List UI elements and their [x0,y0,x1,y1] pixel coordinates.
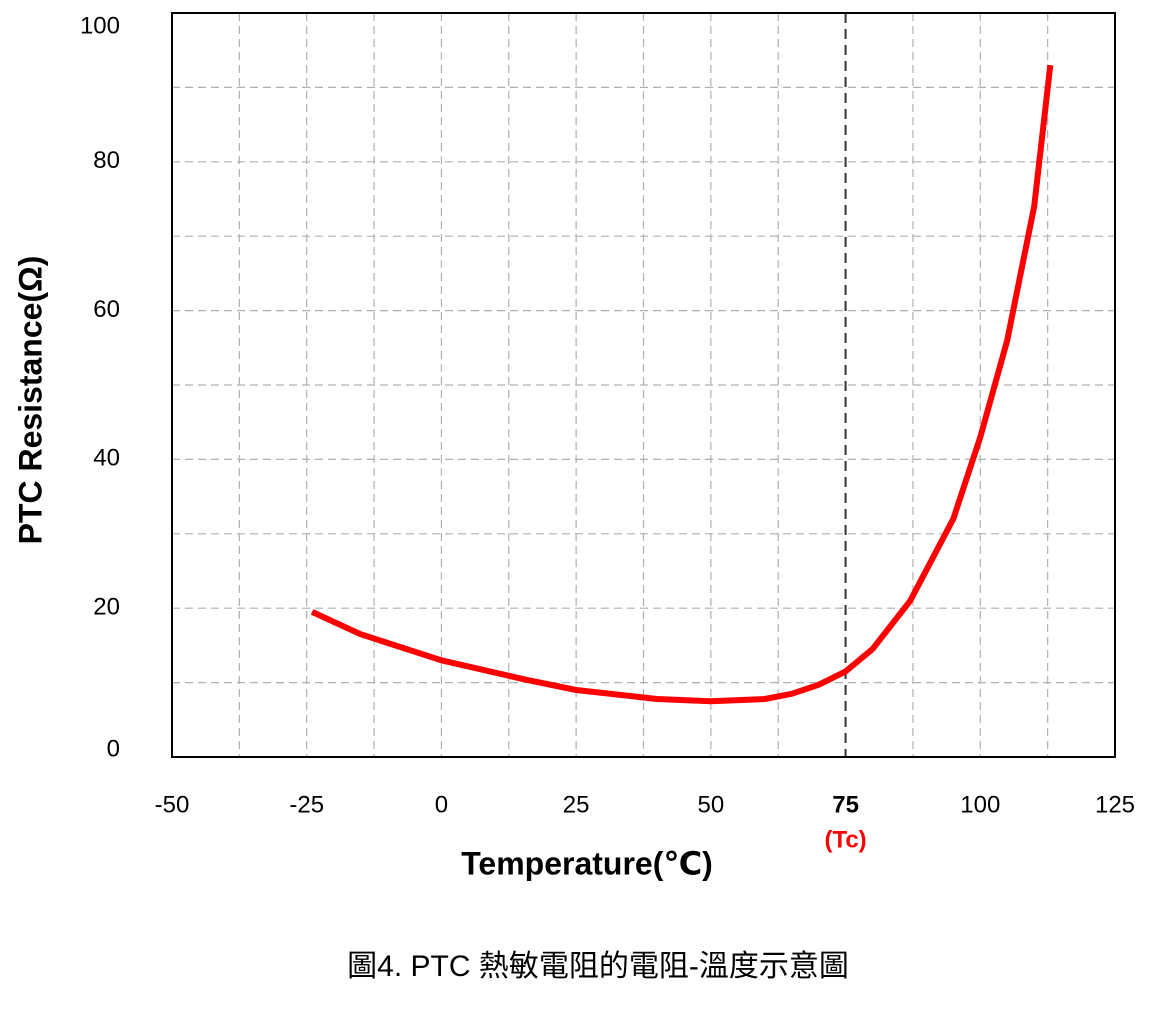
marker-label: (Tc) [824,826,866,853]
x-tick-label: 125 [1095,791,1135,818]
y-tick-label: 40 [93,445,120,472]
x-tick-label: 75 [832,791,859,818]
x-tick-label: 25 [563,791,590,818]
x-axis-title: Temperature(℃) [461,845,713,881]
y-tick-label: 20 [93,594,120,621]
x-tick-label: 50 [698,791,725,818]
y-tick-label: 100 [80,12,120,39]
plot-frame [171,12,1116,758]
y-tick-label: 0 [107,735,120,762]
y-tick-label: 60 [93,296,120,323]
caption: 圖4. PTC 熱敏電阻的電阻-溫度示意圖 [347,950,849,983]
y-axis-title: PTC Resistance(Ω) [12,256,48,545]
x-tick-label: -25 [289,791,324,818]
x-tick-label: 0 [435,791,448,818]
y-tick-label: 80 [93,147,120,174]
x-tick-label: -50 [155,791,190,818]
line [310,64,1054,705]
x-tick-label: 100 [960,791,1000,818]
